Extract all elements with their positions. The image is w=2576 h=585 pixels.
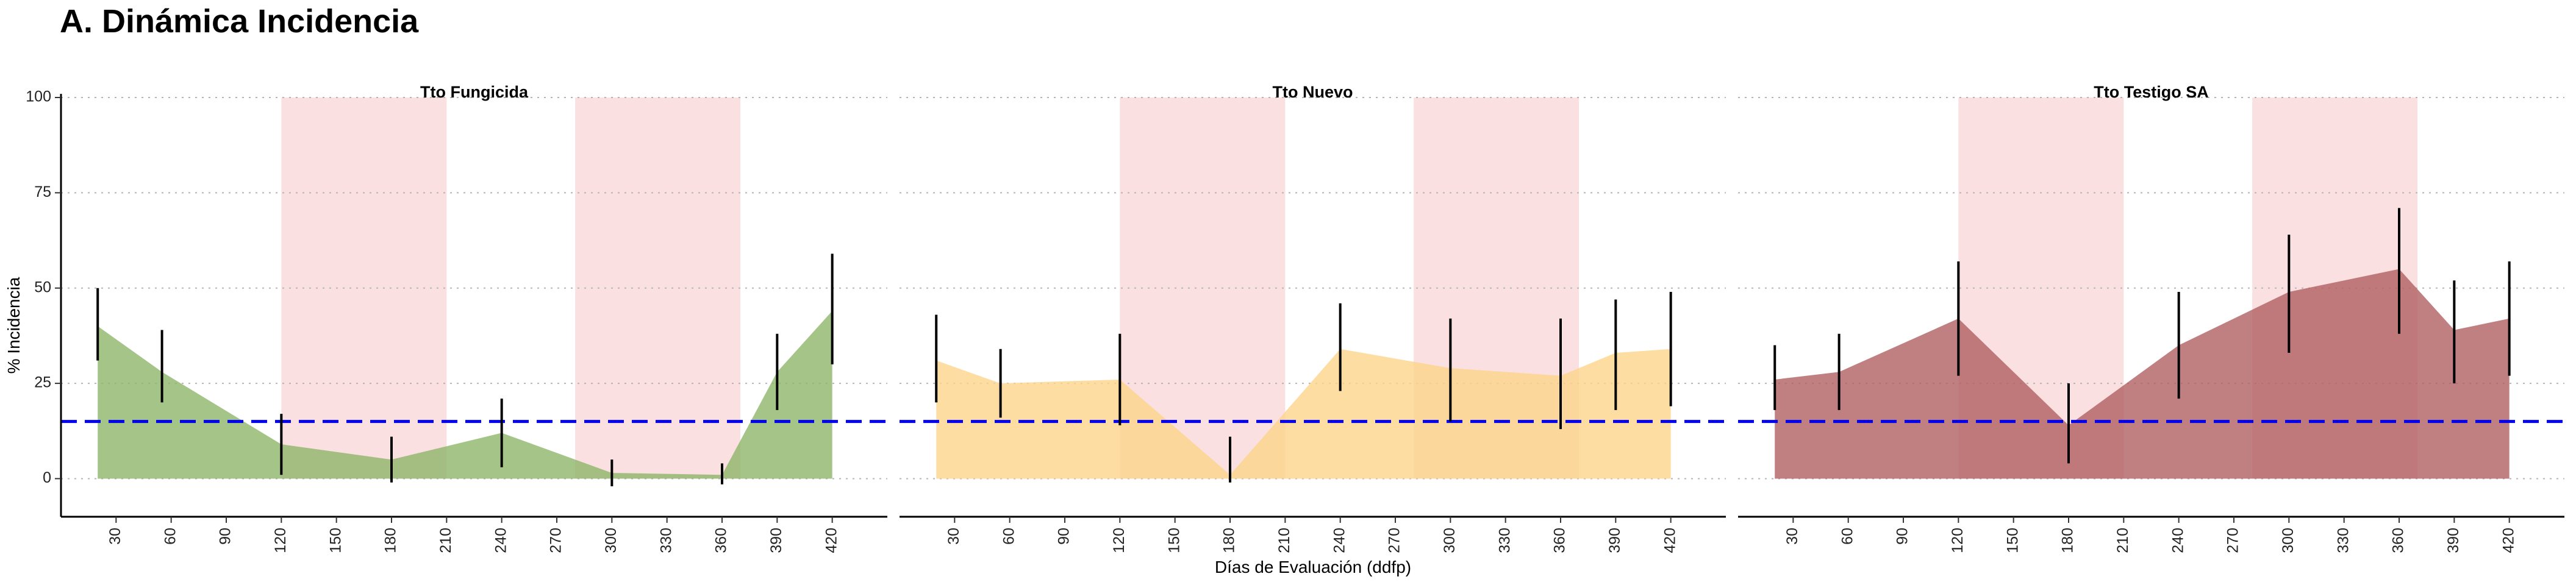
x-tick-label: 270 <box>1386 528 1403 553</box>
x-tick-label: 30 <box>1784 528 1801 545</box>
x-tick-label: 240 <box>1331 528 1348 553</box>
x-tick-label: 330 <box>1496 528 1513 553</box>
x-tick-label: 390 <box>1606 528 1623 553</box>
y-tick-label: 100 <box>26 88 51 105</box>
x-tick-label: 150 <box>2004 528 2021 553</box>
x-tick-label: 60 <box>1000 528 1017 545</box>
facet-title-2: Tto Nuevo <box>1273 83 1353 101</box>
x-tick-label: 420 <box>823 528 840 553</box>
x-tick-label: 360 <box>1551 528 1569 553</box>
x-tick-label: 240 <box>492 528 509 553</box>
x-tick-label: 300 <box>603 528 620 553</box>
x-tick-label: 330 <box>657 528 674 553</box>
y-tick-label: 0 <box>43 469 51 486</box>
error-bars-layer <box>96 208 2511 486</box>
x-tick-label: 120 <box>1949 528 1966 553</box>
x-tick-label: 150 <box>1165 528 1182 553</box>
x-tick-label: 270 <box>2225 528 2242 553</box>
x-tick-label: 30 <box>945 528 962 545</box>
x-tick-label: 300 <box>2280 528 2297 553</box>
x-tick-label: 30 <box>107 528 124 545</box>
x-tick-label: 360 <box>713 528 730 553</box>
series-area-1 <box>98 311 832 479</box>
page-title: A. Dinámica Incidencia <box>60 3 419 40</box>
x-tick-label: 420 <box>1661 528 1678 553</box>
y-tick-label: 25 <box>34 374 51 391</box>
x-tick-label: 390 <box>768 528 785 553</box>
x-tick-label: 180 <box>1221 528 1238 553</box>
y-tick-label: 50 <box>34 278 51 296</box>
x-tick-label: 120 <box>1111 528 1128 553</box>
x-tick-label: 90 <box>217 528 234 545</box>
x-tick-label: 180 <box>382 528 399 553</box>
x-tick-label: 270 <box>548 528 565 553</box>
x-tick-label: 60 <box>162 528 179 545</box>
x-tick-label: 330 <box>2334 528 2352 553</box>
labels-layer: 30 60 90 120 150 180 210 240 270 300 330 360 390 420T… <box>26 83 2517 553</box>
x-tick-label: 420 <box>2500 528 2517 553</box>
x-tick-label: 90 <box>1056 528 1073 545</box>
x-tick-label: 240 <box>2169 528 2186 553</box>
facet-title-1: Tto Fungicida <box>420 83 529 101</box>
x-tick-label: 210 <box>2114 528 2131 553</box>
x-tick-label: 360 <box>2390 528 2407 553</box>
x-tick-label: 120 <box>272 528 289 553</box>
x-tick-label: 390 <box>2445 528 2462 553</box>
x-tick-label: 210 <box>437 528 454 553</box>
x-tick-label: 180 <box>2059 528 2077 553</box>
x-tick-label: 300 <box>1441 528 1458 553</box>
y-axis-title: % Incidencia <box>4 277 23 374</box>
facet-title-3: Tto Testigo SA <box>2094 83 2209 101</box>
x-tick-label: 90 <box>1894 528 1911 545</box>
x-tick-label: 210 <box>1276 528 1293 553</box>
x-tick-label: 150 <box>327 528 344 553</box>
x-tick-label: 60 <box>1839 528 1856 545</box>
x-axis-title: Días de Evaluación (ddfp) <box>1215 558 1411 576</box>
series-areas-layer <box>98 269 2510 479</box>
y-tick-label: 75 <box>34 183 51 200</box>
axes-layer <box>55 94 2564 523</box>
